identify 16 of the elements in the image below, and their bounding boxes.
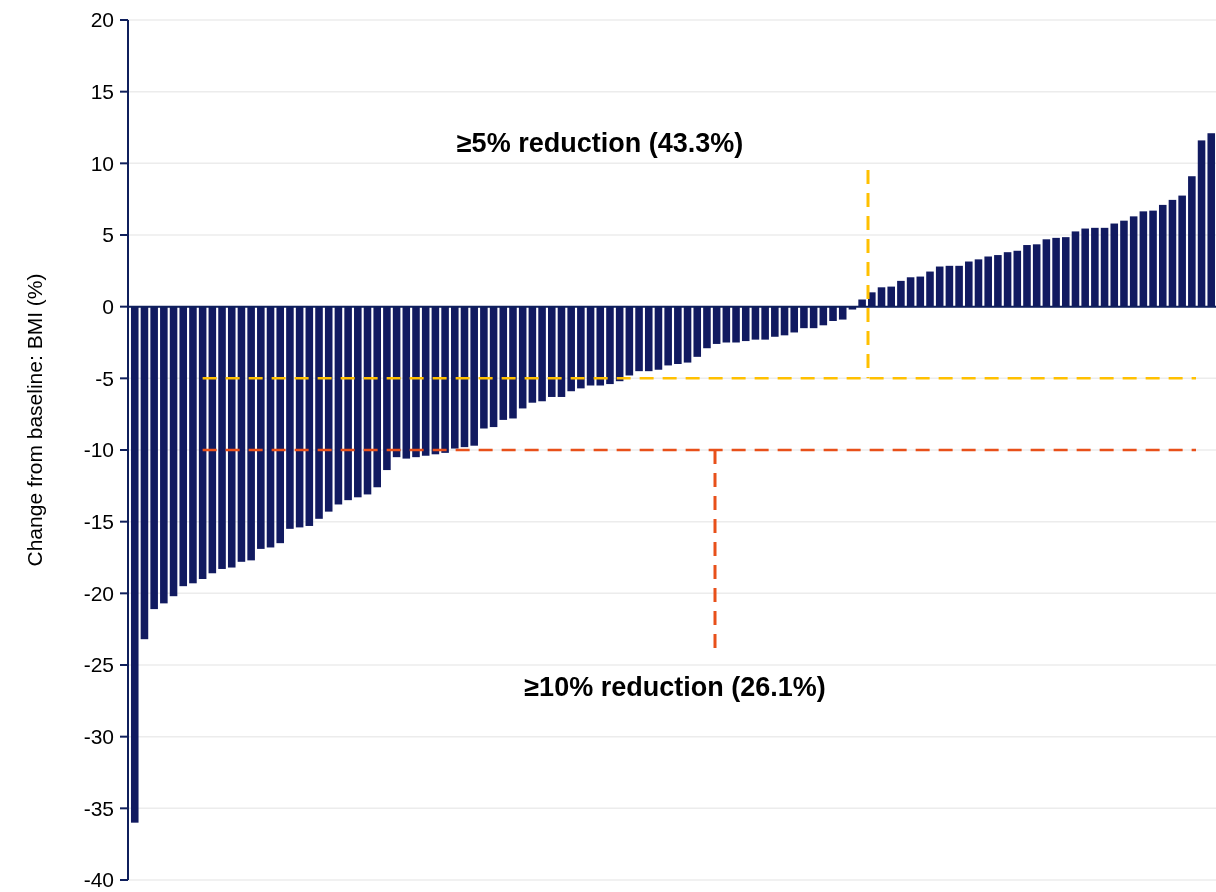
y-tick-label: -35 [83,796,114,820]
y-tick-label: 5 [102,223,114,247]
y-tick-label: -20 [83,581,114,605]
y-axis-title: Change from baseline: BMI (%) [23,273,46,567]
y-tick-label: -15 [83,510,114,534]
annotation: ≥5% reduction (43.3%) [456,128,744,158]
y-tick-label: -40 [83,868,114,892]
y-tick-label: -30 [83,725,114,749]
y-tick-label: 0 [102,295,114,319]
y-tick-label: 10 [90,151,114,175]
y-tick-label: 15 [90,80,114,104]
y-tick-label: 20 [90,8,114,32]
y-tick-label: -25 [83,653,114,677]
y-tick-label: -10 [83,438,114,462]
annotation: ≥10% reduction (26.1%) [524,672,826,702]
y-tick-label: -5 [95,366,114,390]
